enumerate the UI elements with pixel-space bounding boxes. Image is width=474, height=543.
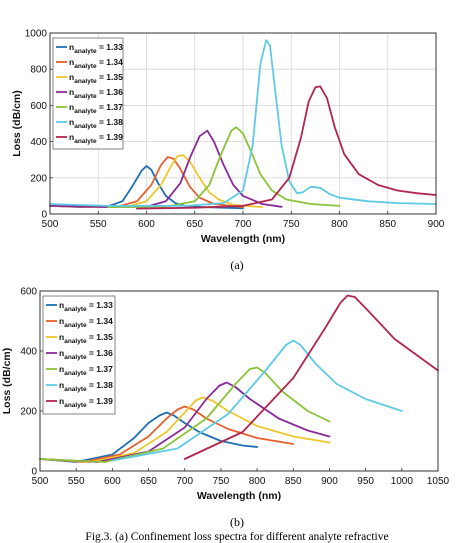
- x-tick-label: 850: [285, 476, 302, 487]
- x-tick-label: 700: [235, 219, 252, 230]
- legend-label-3: nanalyte = 1.35: [69, 72, 123, 85]
- series-line-1: [39, 411, 259, 463]
- x-tick-label: 650: [186, 219, 203, 230]
- y-tick-label: 0: [41, 210, 47, 221]
- y-tick-label: 600: [20, 287, 37, 298]
- series-line-7: [135, 85, 437, 210]
- legend-label-7: nanalyte = 1.39: [59, 396, 113, 409]
- chart-b-plot-frame: [39, 290, 439, 472]
- chart-b: 500 550 600 650 700 750 800 850 900 950 1000 1050 0 2…: [1, 287, 450, 503]
- series-line-5: [107, 126, 341, 209]
- y-tick-label: 200: [20, 407, 37, 418]
- x-tick-label: 900: [428, 219, 445, 230]
- legend-label-1: nanalyte = 1.33: [59, 300, 113, 313]
- x-tick-label: 600: [104, 476, 121, 487]
- legend-label-2: nanalyte = 1.34: [69, 57, 123, 70]
- legend-label-2: nanalyte = 1.34: [59, 316, 113, 329]
- x-tick-label: 550: [68, 476, 85, 487]
- x-tick-label: 750: [283, 219, 300, 230]
- y-tick-label: 200: [30, 173, 47, 184]
- x-tick-label: 750: [213, 476, 230, 487]
- legend-label-3: nanalyte = 1.35: [59, 332, 113, 345]
- x-tick-label: 950: [357, 476, 374, 487]
- y-tick-label: 400: [30, 137, 47, 148]
- x-tick-label: 900: [321, 476, 338, 487]
- series-line-6: [49, 39, 437, 207]
- legend-label-5: nanalyte = 1.37: [69, 102, 123, 115]
- series-line-5: [39, 366, 331, 463]
- y-tick-label: 600: [30, 101, 47, 112]
- x-tick-label: 700: [176, 476, 193, 487]
- legend-label-5: nanalyte = 1.37: [59, 364, 113, 377]
- chart-a-series: [49, 39, 437, 210]
- chart-a-x-axis-label: Wavelength (nm): [201, 233, 285, 245]
- figure-caption-text: Fig.3. (a) Confinement loss spectra for …: [85, 531, 389, 543]
- chart-b-x-axis-label: Wavelength (nm): [197, 490, 281, 502]
- series-line-3: [39, 396, 331, 463]
- chart-b-ticks: 500 550 600 650 700 750 800 850 900 950 1000 1050 0 2…: [20, 287, 449, 488]
- x-tick-label: 600: [138, 219, 155, 230]
- x-tick-label: 800: [331, 219, 348, 230]
- x-tick-label: 550: [90, 219, 107, 230]
- legend-label-7: nanalyte = 1.39: [69, 132, 123, 145]
- y-tick-label: 0: [31, 467, 37, 478]
- legend-box: [52, 37, 124, 150]
- chart-b-legend: nanalyte = 1.33 nanalyte = 1.34 nanalyte =…: [42, 295, 116, 415]
- y-tick-label: 1000: [25, 29, 48, 40]
- legend-label-4: nanalyte = 1.36: [59, 348, 113, 361]
- x-tick-label: 1000: [391, 476, 414, 487]
- chart-a-ticks: 500 550 600 650 700 750 800 850 900 0 200 400 600 800…: [25, 29, 445, 231]
- series-line-6: [111, 339, 403, 462]
- series-line-7: [183, 294, 439, 460]
- caption-a: (a): [230, 258, 244, 272]
- chart-a: 500 550 600 650 700 750 800 850 900 0 200 400 600 800…: [11, 29, 445, 246]
- x-tick-label: 500: [42, 219, 59, 230]
- series-line-2: [39, 405, 295, 463]
- legend-label-6: nanalyte = 1.38: [59, 380, 113, 393]
- chart-a-y-axis-label: Loss (dB/cm): [11, 90, 23, 157]
- y-tick-label: 400: [20, 347, 37, 358]
- x-tick-label: 800: [249, 476, 266, 487]
- caption-b: (b): [230, 515, 244, 529]
- chart-b-series: [39, 294, 439, 463]
- x-tick-label: 650: [140, 476, 157, 487]
- legend-box: [42, 295, 116, 415]
- x-tick-label: 850: [379, 219, 396, 230]
- legend-label-1: nanalyte = 1.33: [69, 42, 123, 55]
- x-tick-label: 1050: [427, 476, 450, 487]
- legend-label-6: nanalyte = 1.38: [69, 117, 123, 130]
- y-tick-label: 800: [30, 65, 47, 76]
- legend-label-4: nanalyte = 1.36: [69, 87, 123, 100]
- x-tick-label: 500: [32, 476, 49, 487]
- chart-b-y-axis-label: Loss (dB/cm): [1, 348, 13, 415]
- chart-a-legend: nanalyte = 1.33 nanalyte = 1.34 nanalyte =…: [52, 37, 124, 150]
